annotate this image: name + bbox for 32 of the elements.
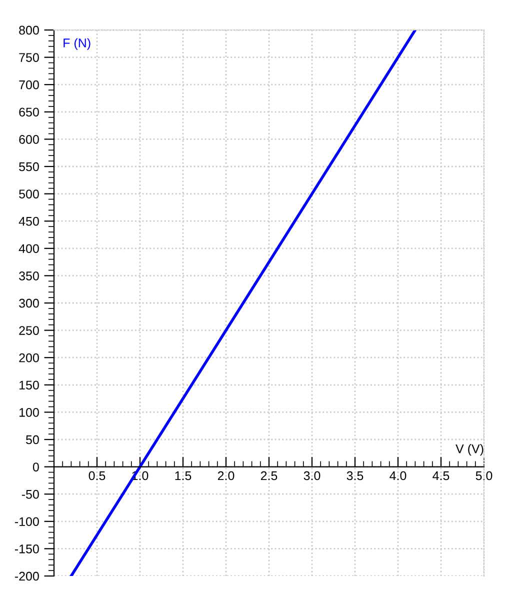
y-tick-label: 550 bbox=[19, 162, 39, 172]
y-tick-label: 250 bbox=[19, 326, 39, 335]
y-tick-label: 150 bbox=[20, 380, 39, 390]
y-tick-label: 0 bbox=[32, 462, 39, 472]
y-tick-label: 400 bbox=[18, 244, 39, 254]
x-tick-label: 2.5 bbox=[260, 471, 278, 480]
y-tick-label: -50 bbox=[22, 490, 39, 499]
y-tick-label: 750 bbox=[19, 53, 39, 62]
y-tick-label: -150 bbox=[14, 544, 39, 554]
y-tick-label: 450 bbox=[18, 216, 39, 226]
x-tick-label: 5.0 bbox=[476, 471, 492, 480]
y-tick-label: 650 bbox=[19, 108, 39, 117]
y-tick-label: -100 bbox=[14, 517, 39, 526]
x-tick-label: 3.5 bbox=[346, 471, 364, 480]
y-tick-label: 600 bbox=[19, 135, 39, 144]
x-tick-label: 2.0 bbox=[218, 471, 234, 480]
y-tick-label: 100 bbox=[20, 408, 39, 417]
x-tick-label: 3.0 bbox=[304, 471, 320, 480]
x-axis-title: V (V) bbox=[456, 444, 484, 456]
y-tick-label: 300 bbox=[19, 298, 39, 308]
y-tick-label: 700 bbox=[19, 80, 39, 90]
x-tick-label: 1.5 bbox=[175, 471, 192, 480]
y-tick-label: 50 bbox=[26, 435, 39, 444]
x-tick-label: 4.0 bbox=[390, 471, 406, 480]
y-tick-label: 200 bbox=[19, 353, 39, 362]
y-tick-label: 350 bbox=[19, 272, 39, 280]
x-tick-label: 4.5 bbox=[432, 471, 450, 480]
y-tick-label: -200 bbox=[14, 572, 39, 581]
y-tick-label: 500 bbox=[19, 190, 39, 198]
y-tick-label: 800 bbox=[19, 26, 39, 35]
x-tick-label: 0.5 bbox=[88, 471, 106, 480]
y-axis-title: F (N) bbox=[64, 38, 90, 50]
